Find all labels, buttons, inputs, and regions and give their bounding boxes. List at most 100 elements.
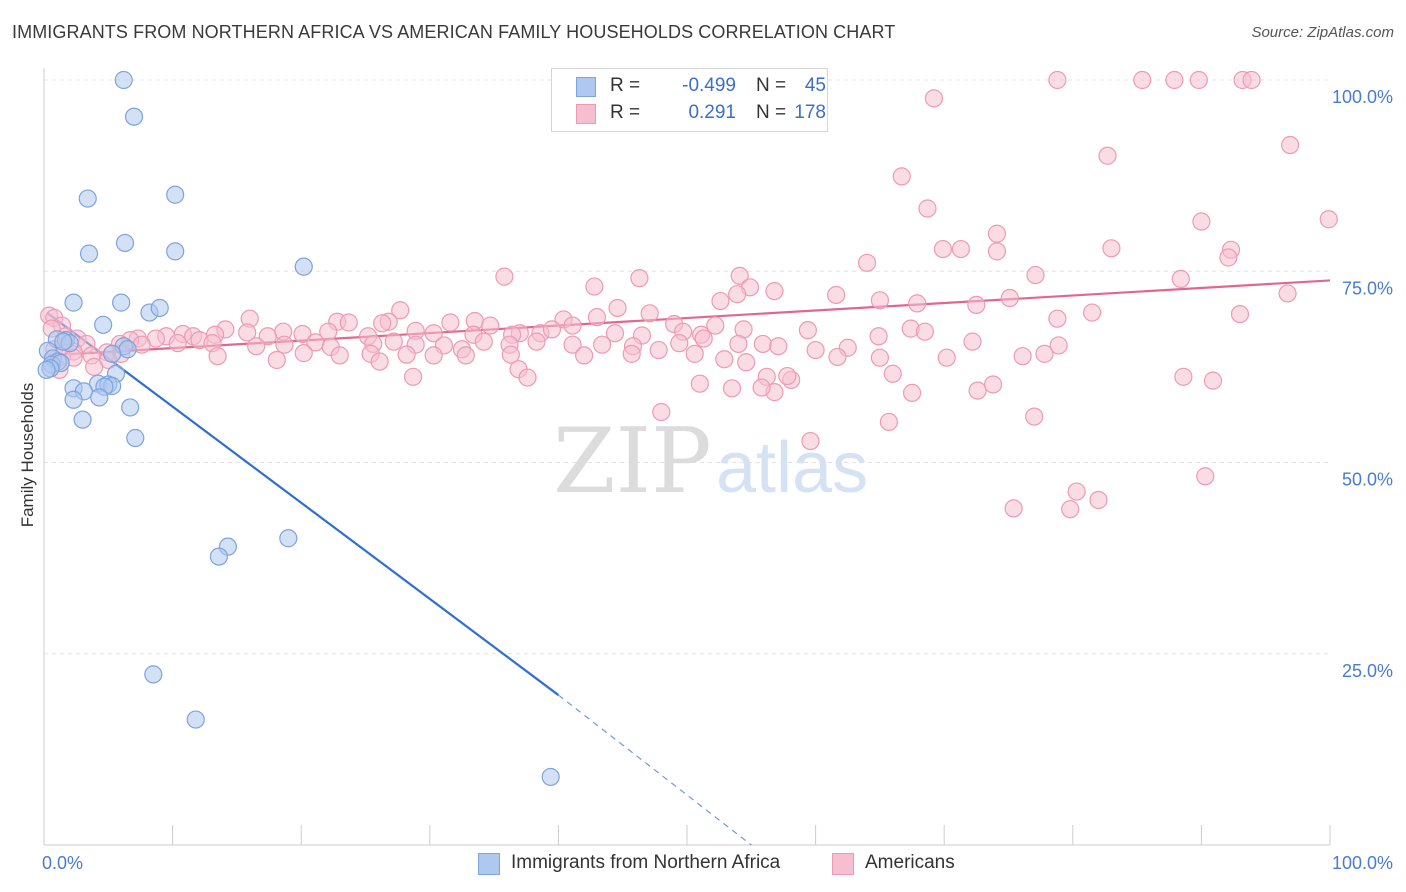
point-northern-africa — [73, 410, 92, 429]
correlation-legend: R = -0.499 N = 45 R = 0.291 N = 178 — [551, 68, 828, 132]
point-americans — [728, 285, 747, 304]
point-americans — [857, 253, 877, 272]
point-americans — [983, 375, 1003, 394]
point-americans — [902, 383, 922, 402]
point-americans — [424, 346, 443, 365]
point-americans — [967, 295, 986, 315]
point-americans — [1192, 212, 1211, 231]
point-americans — [798, 321, 817, 340]
grid-lines — [44, 79, 1330, 655]
point-americans — [729, 334, 748, 354]
legend-label: Immigrants from Northern Africa — [511, 852, 781, 873]
point-americans — [1174, 367, 1193, 386]
x-tick-label-max: 100.0% — [1332, 853, 1393, 873]
point-americans — [85, 357, 104, 376]
point-americans — [870, 291, 890, 310]
legend-label: Americans — [865, 852, 955, 873]
point-americans — [1067, 482, 1086, 501]
point-americans — [587, 308, 607, 327]
point-americans — [933, 239, 953, 259]
point-americans — [518, 368, 537, 387]
point-americans — [1026, 265, 1045, 285]
point-americans — [373, 314, 392, 333]
point-americans — [294, 344, 313, 363]
point-americans — [293, 324, 312, 344]
point-americans — [1089, 490, 1108, 510]
point-americans — [330, 346, 349, 365]
point-northern-africa — [90, 388, 109, 407]
point-americans — [1133, 70, 1152, 90]
point-americans — [1242, 70, 1261, 90]
point-americans — [391, 301, 410, 320]
point-americans — [1048, 309, 1067, 328]
point-americans — [1203, 371, 1223, 390]
point-americans — [690, 374, 709, 393]
point-americans — [883, 364, 902, 383]
point-americans — [258, 327, 277, 346]
point-americans — [585, 277, 604, 296]
point-americans — [1196, 467, 1215, 486]
y-axis-label: Family Households — [18, 383, 37, 528]
point-americans — [1035, 344, 1054, 363]
point-americans — [640, 304, 659, 323]
point-americans — [892, 167, 911, 186]
legend-r-value: -0.499 — [682, 75, 736, 96]
trend-lines — [47, 279, 1331, 846]
trendline-northern-africa — [47, 312, 560, 696]
point-americans — [753, 334, 772, 354]
point-northern-africa — [94, 315, 113, 334]
point-americans — [1230, 304, 1250, 324]
point-americans — [1048, 70, 1067, 90]
point-americans — [879, 412, 899, 432]
data-points — [37, 70, 1338, 787]
trendline-americans — [47, 279, 1331, 357]
point-northern-africa — [186, 710, 205, 729]
point-americans — [622, 344, 641, 363]
point-americans — [527, 332, 546, 351]
point-americans — [715, 350, 734, 369]
point-northern-africa — [112, 293, 131, 312]
point-americans — [801, 431, 820, 451]
point-northern-africa — [64, 293, 83, 312]
point-americans — [247, 337, 266, 356]
point-northern-africa — [126, 428, 145, 448]
legend-swatch-blue — [576, 77, 596, 97]
point-americans — [827, 285, 846, 305]
legend-swatch-pink — [576, 104, 596, 124]
point-americans — [238, 323, 257, 342]
point-americans — [563, 335, 582, 354]
point-northern-africa — [79, 244, 99, 263]
point-americans — [685, 344, 704, 363]
point-northern-africa — [124, 107, 144, 126]
point-americans — [987, 242, 1007, 261]
point-americans — [918, 199, 937, 218]
point-americans — [1049, 336, 1068, 355]
point-americans — [1219, 248, 1238, 267]
point-americans — [1319, 210, 1338, 229]
point-americans — [1165, 70, 1184, 90]
point-americans — [737, 353, 756, 372]
point-northern-africa — [64, 390, 83, 409]
point-americans — [778, 366, 797, 386]
point-americans — [168, 334, 187, 353]
point-americans — [1102, 239, 1121, 258]
point-americans — [593, 335, 612, 354]
point-americans — [275, 335, 294, 354]
point-americans — [1013, 347, 1032, 366]
point-northern-africa — [37, 360, 56, 380]
point-americans — [1171, 269, 1190, 288]
x-tick-label-min: 0.0% — [42, 853, 83, 873]
point-americans — [908, 294, 927, 313]
point-northern-africa — [150, 298, 169, 318]
point-northern-africa — [78, 189, 97, 208]
legend-r-label: R = — [610, 102, 641, 123]
point-americans — [722, 379, 742, 398]
point-northern-africa — [294, 257, 313, 276]
point-northern-africa — [144, 665, 163, 684]
point-americans — [769, 337, 788, 356]
watermark: ZIP atlas — [553, 409, 868, 514]
axes — [43, 68, 1331, 846]
legend-n-value: 178 — [794, 102, 826, 123]
point-americans — [1278, 284, 1297, 303]
